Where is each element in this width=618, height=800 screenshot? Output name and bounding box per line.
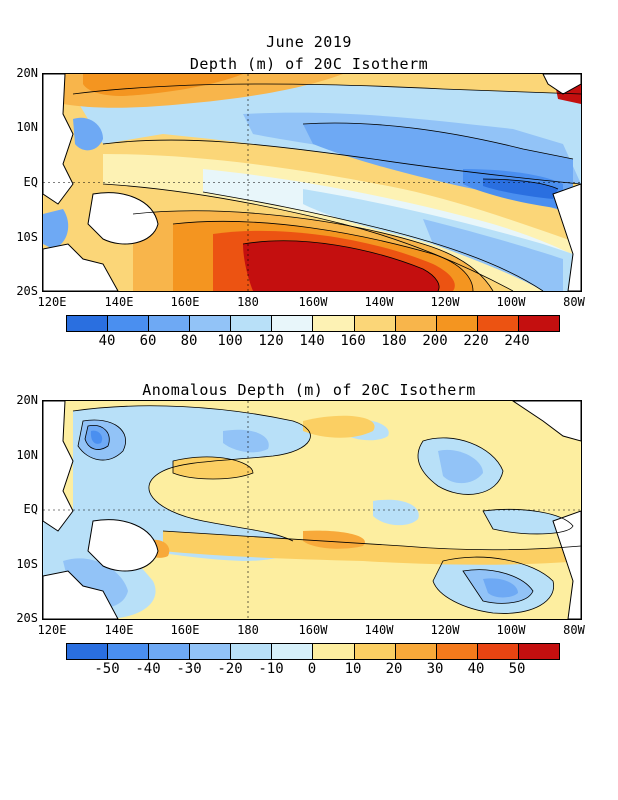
map-panel-anomaly <box>42 400 582 620</box>
lon-label-100w-2: 100W <box>496 623 526 637</box>
colorbar-swatch <box>354 644 396 659</box>
colorbar-swatch <box>518 316 559 331</box>
lat-label-10n: 10N <box>16 120 38 134</box>
colorbar-swatch <box>395 644 437 659</box>
lon-label-180-2: 180 <box>237 623 259 637</box>
lon-label-100w: 100W <box>496 295 526 309</box>
lon-label-160w: 160W <box>298 295 328 309</box>
colorbar-swatch <box>477 316 519 331</box>
lat-label-10n-2: 10N <box>16 448 38 462</box>
colorbar-tick-label: 220 <box>463 333 489 349</box>
colorbar-tick-label: 120 <box>258 333 284 349</box>
colorbar-swatch <box>231 644 273 659</box>
colorbar-anomaly <box>66 643 560 660</box>
colorbar-depth <box>66 315 560 332</box>
colorbar-swatch <box>313 644 355 659</box>
map-panel-depth <box>42 73 582 292</box>
chart-title-top: Depth (m) of 20C Isotherm <box>189 55 429 73</box>
colorbar-tick-label: 0 <box>307 661 317 677</box>
colorbar-tick-label: 180 <box>381 333 407 349</box>
colorbar-tick-label: -10 <box>258 661 284 677</box>
lon-label-140w: 140W <box>364 295 394 309</box>
colorbar-tick-label: 80 <box>180 333 198 349</box>
colorbar-tick-label: 20 <box>385 661 403 677</box>
colorbar-tick-label: -50 <box>94 661 120 677</box>
lat-label-20s-2: 20S <box>16 611 38 625</box>
colorbar-tick-label: 50 <box>508 661 526 677</box>
lon-label-120w-2: 120W <box>430 623 460 637</box>
colorbar-tick-label: -30 <box>176 661 202 677</box>
anomaly-map <box>43 401 581 619</box>
colorbar-tick-label: 100 <box>217 333 243 349</box>
chart-title-date: June 2019 <box>266 33 352 51</box>
colorbar-swatch <box>477 644 519 659</box>
lon-label-160w-2: 160W <box>298 623 328 637</box>
lon-label-120e: 120E <box>37 295 67 309</box>
colorbar-swatch <box>108 316 150 331</box>
colorbar-tick-label: -20 <box>217 661 243 677</box>
lon-label-160e-2: 160E <box>170 623 200 637</box>
colorbar-swatch <box>231 316 273 331</box>
lon-label-140e: 140E <box>104 295 134 309</box>
colorbar-swatch <box>149 644 191 659</box>
lat-label-20n-2: 20N <box>16 393 38 407</box>
lat-label-20s: 20S <box>16 284 38 298</box>
chart-title-anomaly: Anomalous Depth (m) of 20C Isotherm <box>142 381 476 399</box>
colorbar-swatch <box>272 644 314 659</box>
colorbar-swatch <box>436 644 478 659</box>
colorbar-tick-label: 40 <box>467 661 485 677</box>
lat-label-eq: EQ <box>23 175 38 189</box>
lon-label-180: 180 <box>237 295 259 309</box>
colorbar-swatch <box>395 316 437 331</box>
colorbar-swatch <box>436 316 478 331</box>
colorbar-tick-label: 30 <box>426 661 444 677</box>
colorbar-tick-label: 10 <box>344 661 362 677</box>
lat-label-20n: 20N <box>16 66 38 80</box>
lon-label-80w: 80W <box>563 295 585 309</box>
colorbar-swatch <box>354 316 396 331</box>
colorbar-swatch <box>313 316 355 331</box>
colorbar-tick-label: -40 <box>135 661 161 677</box>
colorbar-swatch <box>149 316 191 331</box>
colorbar-tick-label: 160 <box>340 333 366 349</box>
colorbar-swatch <box>67 644 109 659</box>
lat-label-10s-2: 10S <box>16 557 38 571</box>
lon-label-120w: 120W <box>430 295 460 309</box>
colorbar-swatch <box>518 644 559 659</box>
colorbar-swatch <box>108 644 150 659</box>
colorbar-tick-label: 60 <box>139 333 157 349</box>
lon-label-160e: 160E <box>170 295 200 309</box>
colorbar-swatch <box>67 316 109 331</box>
depth-map <box>43 74 581 291</box>
lon-label-80w-2: 80W <box>563 623 585 637</box>
colorbar-tick-label: 40 <box>98 333 116 349</box>
lat-label-10s: 10S <box>16 230 38 244</box>
colorbar-swatch <box>272 316 314 331</box>
colorbar-swatch <box>190 316 232 331</box>
lon-label-140e-2: 140E <box>104 623 134 637</box>
lon-label-120e-2: 120E <box>37 623 67 637</box>
colorbar-swatch <box>190 644 232 659</box>
colorbar-tick-label: 240 <box>504 333 530 349</box>
colorbar-tick-label: 200 <box>422 333 448 349</box>
lon-label-140w-2: 140W <box>364 623 394 637</box>
colorbar-tick-label: 140 <box>299 333 325 349</box>
lat-label-eq-2: EQ <box>23 502 38 516</box>
